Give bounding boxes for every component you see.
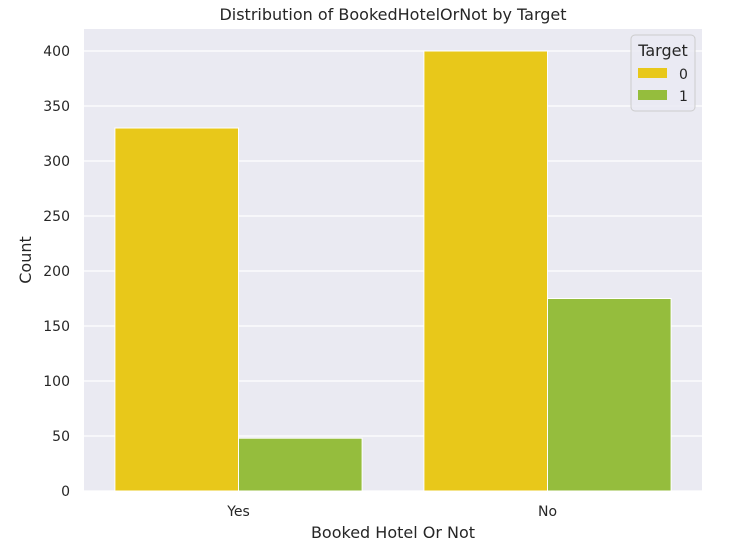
y-tick-labels: 0 50 100 150 200 250 300 350 400: [43, 44, 70, 500]
bar-yes-target-0: [114, 127, 239, 492]
legend-label-0: 0: [679, 67, 688, 83]
legend-label-1: 1: [679, 89, 688, 105]
bars: [114, 50, 672, 492]
bar-yes-target-1: [238, 437, 363, 492]
y-tick-label: 150: [43, 319, 70, 335]
legend-swatch-1: [638, 90, 667, 100]
chart-title: Distribution of BookedHotelOrNot by Targ…: [219, 5, 566, 24]
y-tick-label: 0: [61, 484, 70, 500]
legend-swatch-0: [638, 68, 667, 78]
y-tick-label: 350: [43, 99, 70, 115]
y-tick-label: 300: [43, 154, 70, 170]
legend-title: Target: [637, 41, 688, 60]
y-tick-label: 50: [52, 429, 70, 445]
y-tick-label: 400: [43, 44, 70, 60]
legend: Target 0 1: [630, 34, 696, 112]
x-tick-label: Yes: [226, 504, 250, 520]
x-tick-labels: Yes No: [226, 504, 557, 520]
y-axis-label: Count: [16, 236, 35, 284]
bar-no-target-0: [423, 50, 548, 492]
x-tick-label: No: [538, 504, 557, 520]
y-tick-label: 200: [43, 264, 70, 280]
bar-no-target-1: [547, 298, 672, 492]
y-tick-label: 250: [43, 209, 70, 225]
y-tick-label: 100: [43, 374, 70, 390]
x-axis-label: Booked Hotel Or Not: [311, 523, 475, 542]
